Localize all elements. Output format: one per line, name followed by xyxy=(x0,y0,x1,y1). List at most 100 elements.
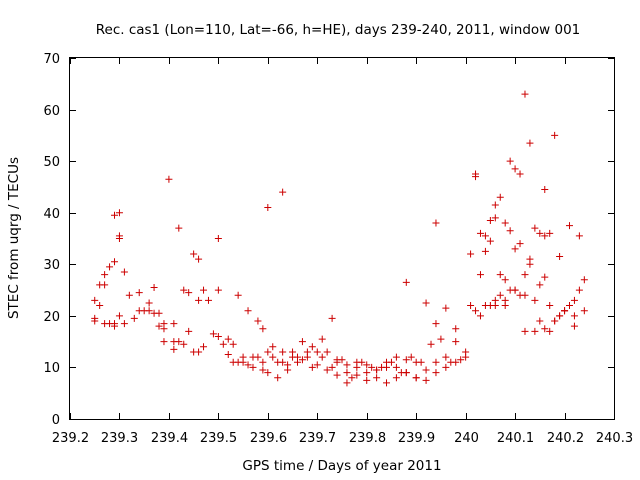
y-tick-label: 60 xyxy=(43,104,60,119)
data-point xyxy=(580,276,588,284)
data-point xyxy=(422,366,430,374)
data-point xyxy=(541,273,549,281)
data-point xyxy=(353,371,361,379)
data-point xyxy=(249,363,257,371)
y-axis-ticks: 0 10 20 30 40 50 60 70 xyxy=(43,52,614,428)
data-point xyxy=(353,358,361,366)
x-tick-label: 239.3 xyxy=(101,431,138,446)
data-point xyxy=(580,307,588,315)
data-point xyxy=(195,348,203,356)
data-point xyxy=(397,369,405,377)
data-point xyxy=(224,335,232,343)
data-point xyxy=(274,374,282,382)
data-point xyxy=(442,363,450,371)
x-tick-label: 239.9 xyxy=(398,431,435,446)
x-tick: 239.8 xyxy=(349,58,386,446)
data-point xyxy=(442,353,450,361)
chart-title: Rec. cas1 (Lon=110, Lat=-66, h=HE), days… xyxy=(96,22,581,38)
data-point xyxy=(214,332,222,340)
data-point xyxy=(486,216,494,224)
data-point xyxy=(476,271,484,279)
data-point xyxy=(432,219,440,227)
data-point xyxy=(259,358,267,366)
data-point xyxy=(526,139,534,147)
data-point xyxy=(546,229,554,237)
data-point xyxy=(313,361,321,369)
data-point xyxy=(190,250,198,258)
data-point xyxy=(472,307,480,315)
data-point xyxy=(115,312,123,320)
data-point xyxy=(289,353,297,361)
data-point xyxy=(432,369,440,377)
data-point xyxy=(135,289,143,297)
x-tick: 239.4 xyxy=(151,58,188,446)
x-tick: 239.9 xyxy=(398,58,435,446)
data-point xyxy=(259,366,267,374)
data-point xyxy=(333,371,341,379)
data-point xyxy=(343,379,351,387)
x-tick-label: 239.2 xyxy=(52,431,89,446)
data-point xyxy=(185,289,193,297)
data-point xyxy=(249,353,257,361)
data-point xyxy=(200,286,208,294)
data-point xyxy=(195,296,203,304)
y-tick: 0 xyxy=(52,413,614,428)
x-tick-label: 239.4 xyxy=(151,431,188,446)
data-point xyxy=(111,258,119,266)
data-point xyxy=(175,224,183,232)
x-tick-label: 239.7 xyxy=(299,431,336,446)
data-point xyxy=(338,356,346,364)
data-point xyxy=(91,317,99,325)
data-point xyxy=(145,307,153,315)
data-point xyxy=(239,358,247,366)
data-point xyxy=(91,296,99,304)
data-point xyxy=(432,358,440,366)
data-point xyxy=(521,271,529,279)
data-point xyxy=(521,327,529,335)
data-point xyxy=(531,327,539,335)
data-point xyxy=(120,268,128,276)
data-point xyxy=(150,283,158,291)
data-point xyxy=(101,271,109,279)
data-point xyxy=(536,281,544,289)
data-point xyxy=(476,312,484,320)
data-point xyxy=(501,296,509,304)
x-tick: 239.6 xyxy=(250,58,287,446)
data-point xyxy=(244,307,252,315)
data-point xyxy=(318,353,326,361)
data-point xyxy=(165,175,173,183)
data-point xyxy=(185,327,193,335)
data-point xyxy=(279,348,287,356)
plot-area-frame xyxy=(69,57,615,420)
data-point xyxy=(511,245,519,253)
data-point xyxy=(536,229,544,237)
data-point xyxy=(402,278,410,286)
data-point xyxy=(180,340,188,348)
data-point xyxy=(363,361,371,369)
data-point xyxy=(387,358,395,366)
data-point xyxy=(427,340,435,348)
data-point xyxy=(373,374,381,382)
data-point xyxy=(254,317,262,325)
data-point xyxy=(501,219,509,227)
data-point xyxy=(402,356,410,364)
y-tick: 70 xyxy=(43,52,614,67)
data-point xyxy=(284,366,292,374)
data-point xyxy=(96,302,104,310)
data-point xyxy=(368,363,376,371)
data-point xyxy=(541,325,549,333)
y-tick: 20 xyxy=(43,310,614,325)
data-point xyxy=(209,330,217,338)
y-tick: 30 xyxy=(43,258,614,273)
data-point xyxy=(501,276,509,284)
data-point xyxy=(570,296,578,304)
data-point xyxy=(348,374,356,382)
y-tick-label: 40 xyxy=(43,207,60,222)
data-point xyxy=(373,366,381,374)
data-point xyxy=(111,322,119,330)
data-point xyxy=(160,338,168,346)
data-point xyxy=(570,322,578,330)
x-axis-ticks: 239.2 239.3 239.4 239.5 239.6 239.7 239.8 239.9… xyxy=(52,58,633,446)
data-point xyxy=(170,345,178,353)
data-point xyxy=(328,314,336,322)
